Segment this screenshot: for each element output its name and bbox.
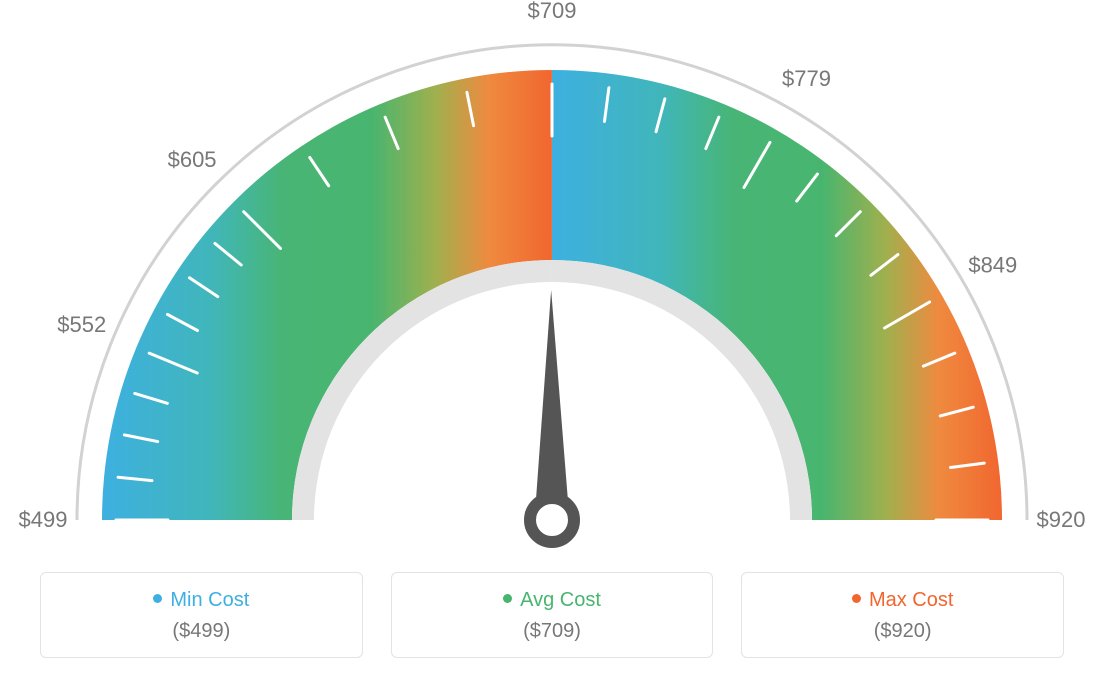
gauge-tick-label: $605 bbox=[168, 147, 217, 172]
legend-title-avg: Avg Cost bbox=[402, 589, 703, 612]
cost-gauge-chart: $499 $552 $605 $709 $779 $849 $920 bbox=[0, 0, 1104, 560]
legend-value-min: ($499) bbox=[51, 620, 352, 643]
gauge-tick-label: $849 bbox=[968, 253, 1017, 278]
legend-title-max: Max Cost bbox=[752, 589, 1053, 612]
legend-label-avg: Avg Cost bbox=[520, 589, 601, 611]
gauge-color-band bbox=[102, 70, 552, 520]
gauge-needle bbox=[534, 290, 569, 523]
gauge-tick-label: $499 bbox=[19, 507, 68, 532]
gauge-tick-label: $779 bbox=[782, 66, 831, 91]
legend-row: Min Cost ($499) Avg Cost ($709) Max Cost… bbox=[0, 572, 1104, 658]
dot-icon bbox=[153, 594, 162, 603]
gauge-hub bbox=[530, 498, 574, 542]
legend-card-avg: Avg Cost ($709) bbox=[391, 572, 714, 658]
dot-icon bbox=[852, 594, 861, 603]
legend-card-max: Max Cost ($920) bbox=[741, 572, 1064, 658]
legend-value-max: ($920) bbox=[752, 620, 1053, 643]
gauge-tick-label: $920 bbox=[1037, 507, 1086, 532]
gauge-tick-label: $552 bbox=[57, 312, 106, 337]
dot-icon bbox=[503, 594, 512, 603]
gauge-svg: $499 $552 $605 $709 $779 $849 $920 bbox=[0, 0, 1104, 560]
gauge-tick-label: $709 bbox=[528, 0, 577, 23]
legend-title-min: Min Cost bbox=[51, 589, 352, 612]
gauge-color-band bbox=[552, 70, 1002, 520]
legend-label-min: Min Cost bbox=[170, 589, 249, 611]
legend-card-min: Min Cost ($499) bbox=[40, 572, 363, 658]
legend-label-max: Max Cost bbox=[869, 589, 953, 611]
legend-value-avg: ($709) bbox=[402, 620, 703, 643]
